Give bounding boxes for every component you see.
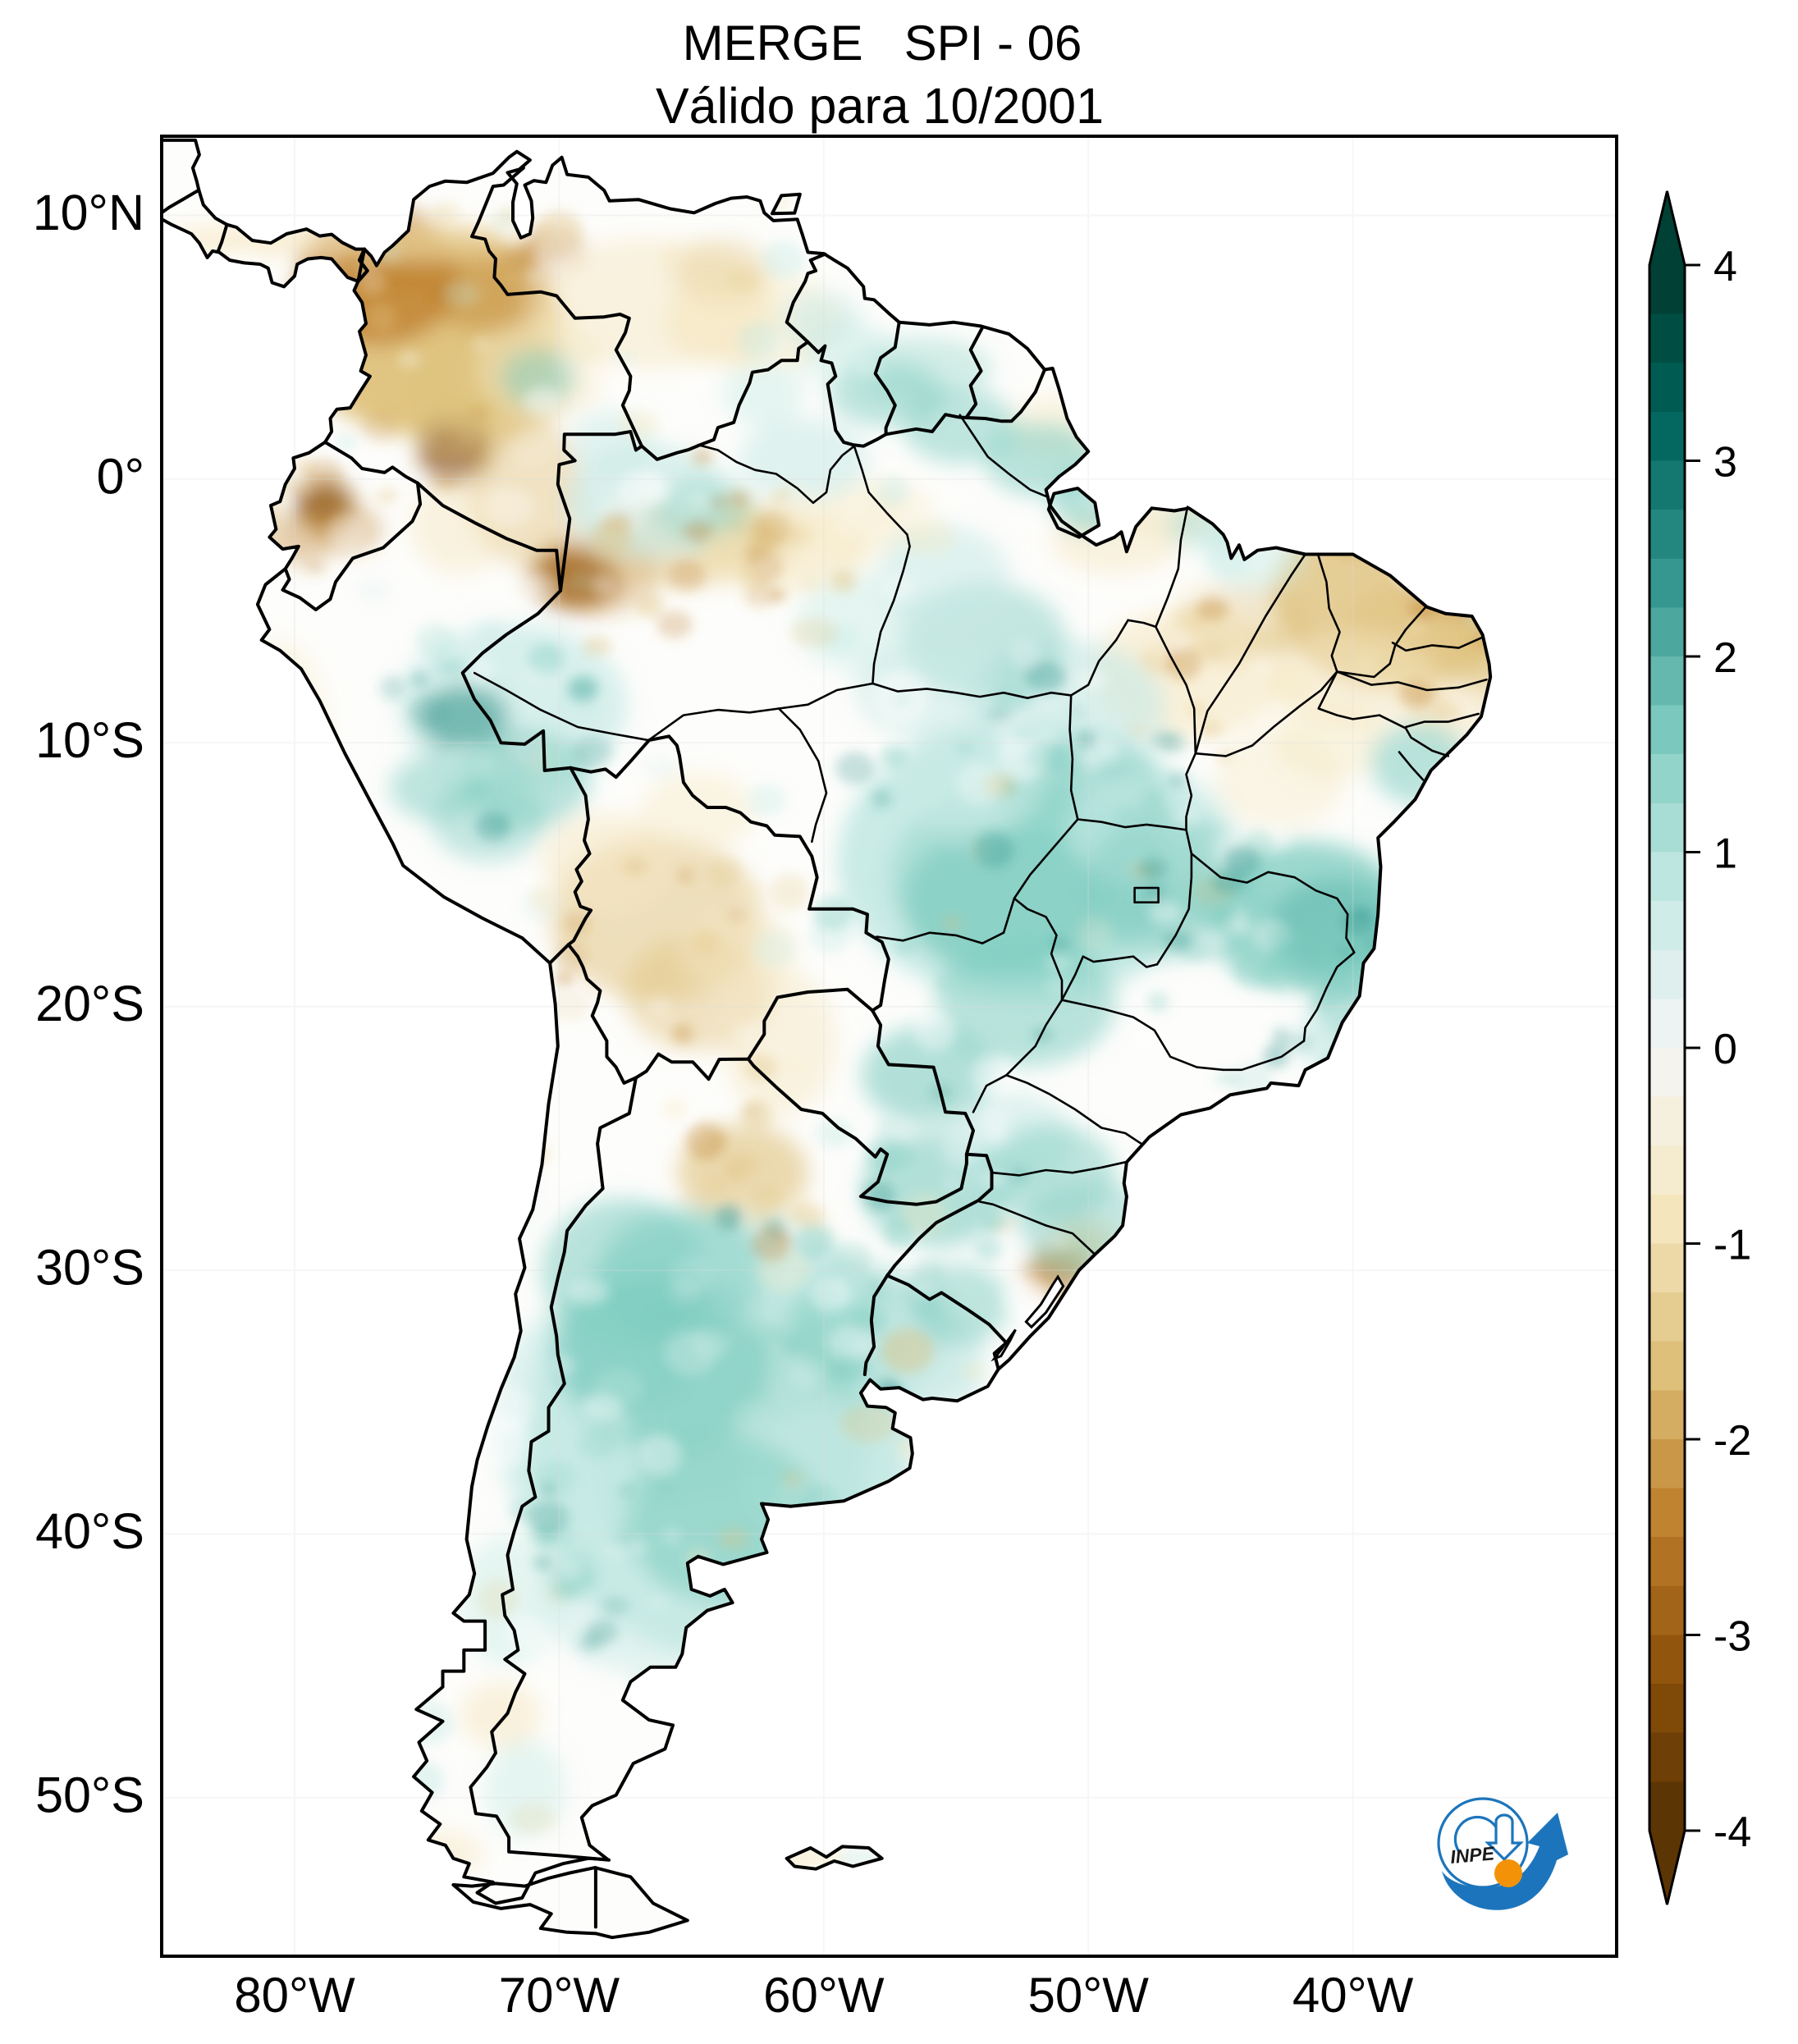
svg-text:0°: 0° bbox=[97, 448, 144, 504]
svg-text:40°W: 40°W bbox=[1292, 1968, 1414, 2023]
svg-text:2: 2 bbox=[1713, 634, 1737, 682]
svg-text:-2: -2 bbox=[1713, 1417, 1751, 1465]
svg-text:50°W: 50°W bbox=[1028, 1968, 1150, 2023]
svg-text:-3: -3 bbox=[1713, 1613, 1751, 1661]
svg-text:-4: -4 bbox=[1713, 1809, 1751, 1856]
svg-text:Válido para 10/2001: Válido para 10/2001 bbox=[656, 78, 1104, 134]
svg-text:10°S: 10°S bbox=[35, 712, 144, 768]
svg-text:1: 1 bbox=[1713, 830, 1737, 878]
svg-text:4: 4 bbox=[1713, 243, 1737, 290]
svg-text:40°S: 40°S bbox=[35, 1503, 144, 1559]
svg-text:10°N: 10°N bbox=[33, 185, 144, 240]
svg-text:0: 0 bbox=[1713, 1026, 1737, 1073]
svg-text:30°S: 30°S bbox=[35, 1240, 144, 1296]
svg-text:60°W: 60°W bbox=[763, 1968, 885, 2023]
svg-text:MERGE SPI - 06: MERGE SPI - 06 bbox=[683, 16, 1082, 71]
svg-text:-1: -1 bbox=[1713, 1222, 1751, 1269]
svg-text:20°S: 20°S bbox=[35, 976, 144, 1031]
svg-text:3: 3 bbox=[1713, 439, 1737, 487]
svg-text:50°S: 50°S bbox=[35, 1767, 144, 1822]
svg-text:INPE: INPE bbox=[1449, 1842, 1495, 1868]
svg-text:80°W: 80°W bbox=[234, 1968, 355, 2023]
svg-text:70°W: 70°W bbox=[499, 1968, 620, 2023]
